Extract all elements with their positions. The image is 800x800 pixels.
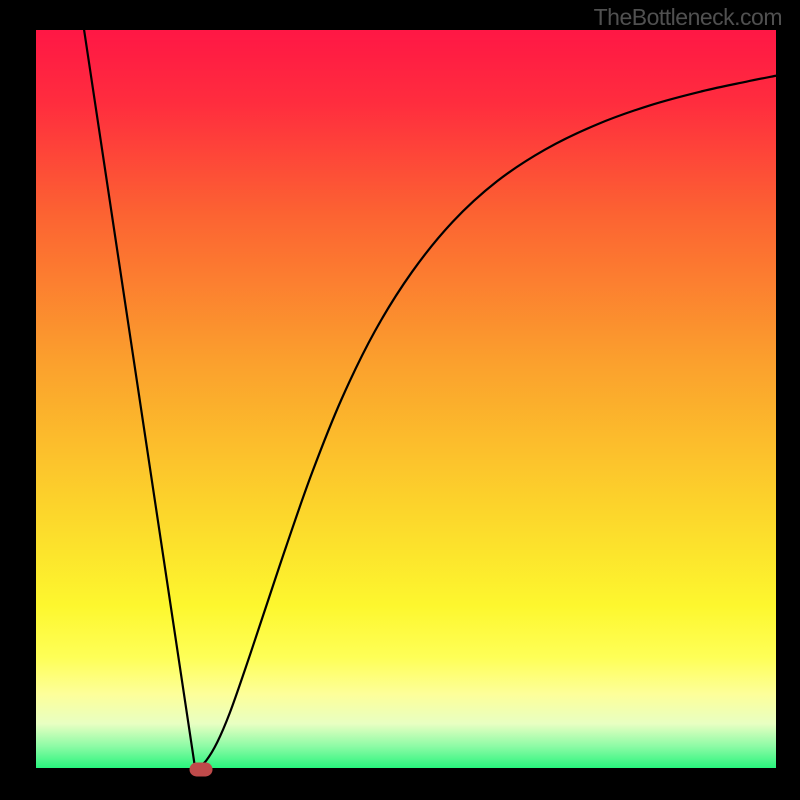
- min-marker: [190, 762, 213, 776]
- watermark-text: TheBottleneck.com: [594, 4, 782, 31]
- chart-container: TheBottleneck.com: [0, 0, 800, 800]
- bottleneck-chart: [0, 0, 800, 800]
- plot-background: [36, 30, 776, 768]
